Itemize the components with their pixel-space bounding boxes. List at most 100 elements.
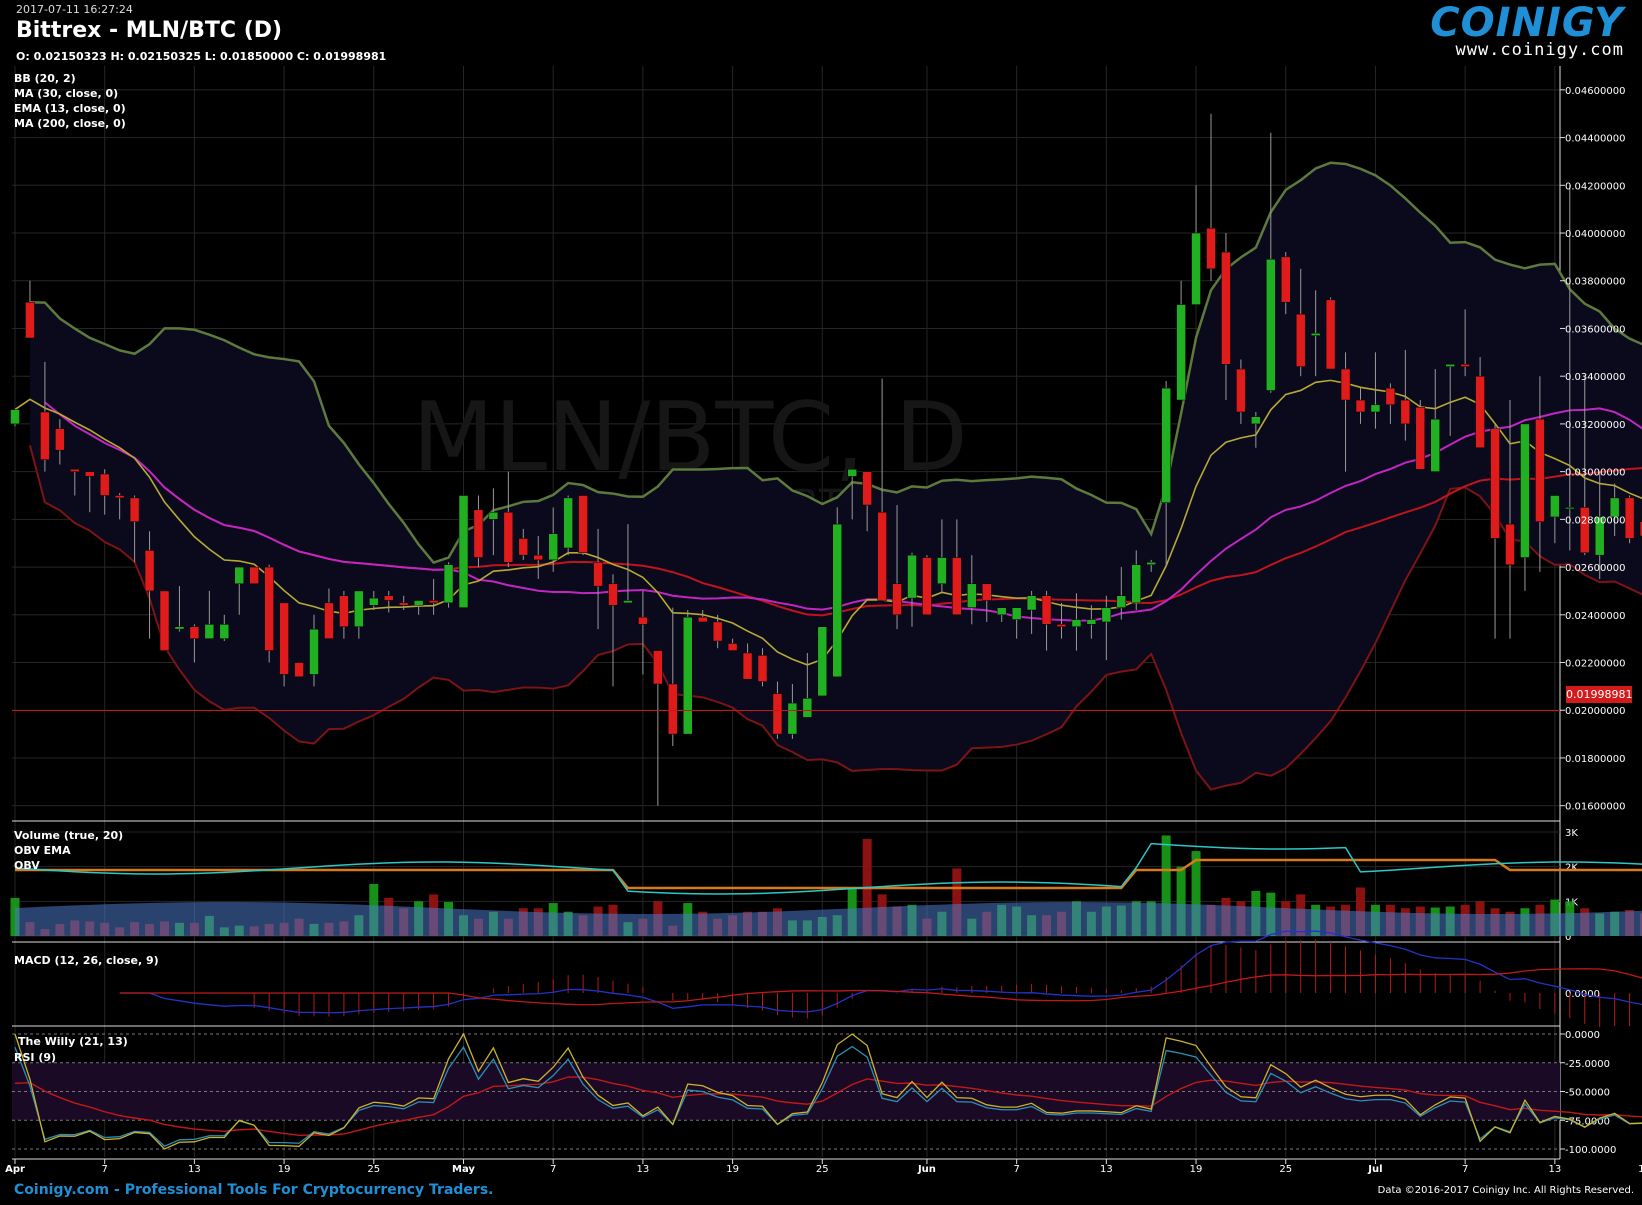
candle-down — [608, 583, 618, 606]
time-axis-label: Jul — [1367, 1164, 1382, 1175]
candle-down — [982, 583, 992, 601]
candle-up — [1086, 619, 1097, 625]
logo-url: www.coinigy.com — [1455, 40, 1624, 60]
indicator-macd-label[interactable]: MACD (12, 26, close, 9) — [14, 954, 159, 967]
candle-up — [458, 495, 469, 608]
time-axis-label: 13 — [637, 1164, 650, 1175]
indicator-ma200-label[interactable]: MA (200, close, 0) — [14, 117, 126, 130]
chart-title: Bittrex - MLN/BTC (D) — [16, 18, 283, 43]
time-axis-label: 7 — [1013, 1164, 1019, 1175]
time-axis-label: 25 — [816, 1164, 829, 1175]
candle-down — [85, 471, 95, 477]
time-axis-label: 25 — [1279, 1164, 1292, 1175]
candle-up — [937, 557, 947, 585]
candle-down — [1281, 256, 1291, 303]
rsi-line — [14, 1045, 1642, 1147]
candle-down — [1460, 364, 1470, 367]
candle-up — [204, 624, 215, 639]
price-axis-label: 0.03000000 — [1565, 468, 1625, 479]
indicator-obv-ema-label[interactable]: OBV EMA — [14, 844, 71, 857]
indicator-ma30-label[interactable]: MA (30, close, 0) — [14, 87, 119, 100]
macd-signal-line — [119, 968, 1642, 1006]
macd-line — [119, 930, 1642, 1014]
candle-up — [802, 698, 813, 718]
price-axis-label: 0.03800000 — [1565, 277, 1625, 288]
price-axis-label: 0.04200000 — [1565, 181, 1625, 192]
candle-down — [1340, 368, 1351, 401]
candle-up — [548, 533, 558, 561]
candle-down — [922, 557, 932, 616]
candle-down — [1624, 497, 1635, 539]
candle-down — [144, 550, 155, 592]
obv-area — [15, 902, 1642, 936]
candle-down — [70, 468, 80, 472]
candle-up — [1071, 619, 1082, 627]
candle-up — [369, 597, 379, 606]
candle-up — [234, 566, 244, 585]
willy-axis-label: 0.0000 — [1565, 1030, 1600, 1041]
footer-tagline[interactable]: Coinigy.com - Professional Tools For Cry… — [14, 1182, 494, 1198]
candle-up — [1609, 497, 1620, 518]
candle-down — [697, 616, 708, 623]
candle-up — [683, 616, 693, 735]
candle-up — [1370, 404, 1381, 413]
candle-up — [1550, 495, 1560, 518]
time-axis-label: 19 — [1190, 1164, 1203, 1175]
candle-up — [309, 628, 319, 675]
indicator-volume-label[interactable]: Volume (true, 20) — [14, 829, 124, 842]
indicator-willy-label[interactable]: The Willy (21, 13) — [18, 1035, 128, 1048]
willy-axis-label: -50.0000 — [1565, 1088, 1610, 1099]
price-axis-label: 0.01800000 — [1565, 754, 1625, 765]
bollinger-upper-line — [29, 161, 1642, 565]
candle-up — [1310, 332, 1321, 336]
candle-down — [324, 602, 334, 639]
indicator-ema13-label[interactable]: EMA (13, close, 0) — [14, 102, 126, 115]
candle-down — [1041, 595, 1052, 625]
willy-axis-label: -100.0000 — [1565, 1145, 1616, 1156]
candle-down — [1221, 251, 1231, 365]
volume-axis-label: 2K — [1565, 863, 1578, 874]
candle-up — [1191, 232, 1201, 305]
candle-up — [1146, 562, 1156, 565]
indicator-rsi-label[interactable]: RSI (9) — [14, 1051, 57, 1064]
candle-down — [503, 511, 514, 563]
candle-down — [473, 509, 484, 558]
indicator-bb-label[interactable]: BB (20, 2) — [14, 72, 76, 85]
bollinger-lower-line — [28, 445, 1642, 791]
logo-wordmark: COINIGY — [1430, 0, 1624, 46]
time-axis-label: 7 — [550, 1164, 556, 1175]
bollinger-band-fill — [29, 162, 1642, 790]
candle-up — [413, 600, 424, 606]
candle-down — [249, 566, 259, 585]
price-axis-label: 0.04000000 — [1565, 229, 1625, 240]
volume-bar — [1191, 851, 1201, 936]
candle-down — [653, 650, 663, 685]
candle-down — [1206, 228, 1216, 270]
indicator-obv-label[interactable]: OBV — [14, 859, 40, 872]
price-axis-label: 0.03400000 — [1565, 372, 1625, 383]
candle-down — [578, 495, 588, 554]
candle-up — [1594, 516, 1605, 556]
candle-down — [712, 621, 723, 642]
candle-down — [99, 473, 110, 496]
time-axis-label: Apr — [5, 1164, 25, 1175]
willy-line — [14, 1032, 1642, 1150]
willy-ema-line — [14, 1076, 1642, 1137]
candle-up — [1161, 387, 1171, 503]
price-axis-label: 0.02400000 — [1565, 611, 1625, 622]
candle-up — [1131, 564, 1141, 604]
candle-up — [1251, 416, 1261, 425]
candle-up — [1445, 364, 1455, 367]
candle-down — [1475, 375, 1485, 449]
candle-up — [219, 624, 230, 639]
candle-up — [1430, 418, 1440, 472]
candle-down — [279, 602, 289, 675]
candle-up — [1176, 304, 1186, 401]
candle-down — [428, 600, 439, 604]
time-axis-label: 7 — [1462, 1164, 1468, 1175]
price-axis-label: 0.03200000 — [1565, 420, 1625, 431]
candle-up — [1011, 607, 1022, 620]
candle-down — [25, 301, 35, 339]
candle-up — [787, 702, 798, 735]
